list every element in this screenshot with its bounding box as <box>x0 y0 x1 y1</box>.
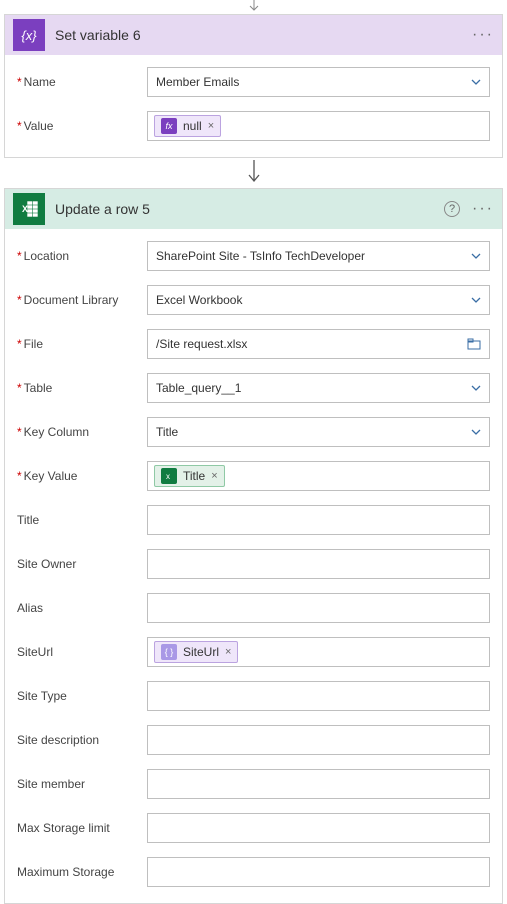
field-label-doclib: Document Library <box>17 293 147 307</box>
connector-arrow <box>0 158 507 188</box>
excel-icon: x <box>161 468 177 484</box>
alias-input[interactable] <box>147 593 490 623</box>
doclib-select[interactable]: Excel Workbook <box>147 285 490 315</box>
sitetype-input[interactable] <box>147 681 490 711</box>
field-label-sitemember: Site member <box>17 777 147 791</box>
field-label-title: Title <box>17 513 147 527</box>
svg-text:x: x <box>166 472 170 481</box>
file-input[interactable]: /Site request.xlsx <box>147 329 490 359</box>
excel-icon: X <box>13 193 45 225</box>
maxstorage2-input[interactable] <box>147 857 490 887</box>
field-label-keyval: Key Value <box>17 469 147 483</box>
variable-icon: {x} <box>13 19 45 51</box>
fx-icon: fx <box>161 118 177 134</box>
field-label-siteowner: Site Owner <box>17 557 147 571</box>
select-value: Title <box>156 425 178 439</box>
field-label-file: File <box>17 337 147 351</box>
more-menu-button[interactable]: ··· <box>472 26 494 44</box>
card-header[interactable]: X Update a row 5 ? ··· <box>5 189 502 229</box>
chevron-down-icon <box>471 383 481 393</box>
field-label-name: Name <box>17 75 147 89</box>
field-label-sitetype: Site Type <box>17 689 147 703</box>
expression-token[interactable]: fx null × <box>154 115 221 137</box>
field-label-maxstorage: Max Storage limit <box>17 821 147 835</box>
more-menu-button[interactable]: ··· <box>472 200 494 218</box>
table-select[interactable]: Table_query__1 <box>147 373 490 403</box>
token-remove-icon[interactable]: × <box>208 120 214 132</box>
keycol-select[interactable]: Title <box>147 417 490 447</box>
token-remove-icon[interactable]: × <box>225 646 231 658</box>
select-value: Excel Workbook <box>156 293 242 307</box>
select-value: SharePoint Site - TsInfo TechDeveloper <box>156 249 365 263</box>
field-label-alias: Alias <box>17 601 147 615</box>
location-select[interactable]: SharePoint Site - TsInfo TechDeveloper <box>147 241 490 271</box>
siteowner-input[interactable] <box>147 549 490 579</box>
field-label-location: Location <box>17 249 147 263</box>
keyval-input[interactable]: x Title × <box>147 461 490 491</box>
token-text: Title <box>183 469 205 483</box>
token-text: null <box>183 119 202 133</box>
token-text: SiteUrl <box>183 645 219 659</box>
card-header[interactable]: {x} Set variable 6 ··· <box>5 15 502 55</box>
field-label-maxstorage2: Maximum Storage <box>17 865 147 879</box>
name-select-value: Member Emails <box>156 75 239 89</box>
chevron-down-icon <box>471 251 481 261</box>
svg-text:X: X <box>22 204 28 214</box>
action-card-set-variable: {x} Set variable 6 ··· Name Member Email… <box>4 14 503 158</box>
file-value: /Site request.xlsx <box>156 337 247 351</box>
field-label-value: Value <box>17 119 147 133</box>
card-title: Update a row 5 <box>45 201 444 217</box>
chevron-down-icon <box>471 427 481 437</box>
name-select[interactable]: Member Emails <box>147 67 490 97</box>
title-input[interactable] <box>147 505 490 535</box>
braces-icon: { } <box>161 644 177 660</box>
folder-picker-icon[interactable] <box>467 338 481 350</box>
help-icon[interactable]: ? <box>444 201 460 217</box>
siteurl-input[interactable]: { } SiteUrl × <box>147 637 490 667</box>
field-label-sitedesc: Site description <box>17 733 147 747</box>
maxstorage-input[interactable] <box>147 813 490 843</box>
value-input[interactable]: fx null × <box>147 111 490 141</box>
select-value: Table_query__1 <box>156 381 241 395</box>
field-label-table: Table <box>17 381 147 395</box>
field-label-siteurl: SiteUrl <box>17 645 147 659</box>
dynamic-content-token[interactable]: { } SiteUrl × <box>154 641 238 663</box>
chevron-down-icon <box>471 295 481 305</box>
action-card-update-row: X Update a row 5 ? ··· Location SharePoin… <box>4 188 503 904</box>
sitemember-input[interactable] <box>147 769 490 799</box>
sitedesc-input[interactable] <box>147 725 490 755</box>
connector-arrow-top <box>0 0 507 14</box>
field-label-keycol: Key Column <box>17 425 147 439</box>
token-remove-icon[interactable]: × <box>211 470 217 482</box>
dynamic-content-token[interactable]: x Title × <box>154 465 225 487</box>
chevron-down-icon <box>471 77 481 87</box>
card-title: Set variable 6 <box>45 27 472 43</box>
